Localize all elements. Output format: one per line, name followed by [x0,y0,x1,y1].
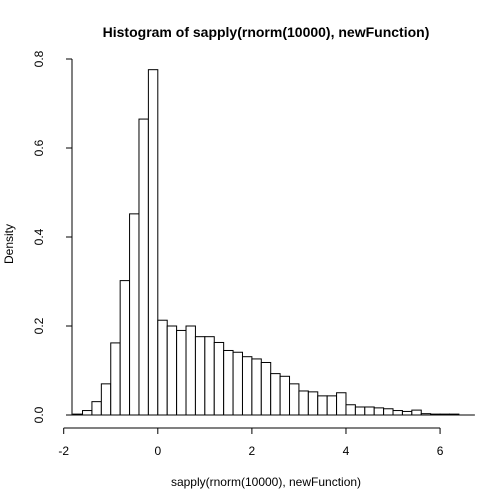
histogram-bar [91,401,102,416]
histogram-bar [176,329,187,416]
histogram-bar [213,341,225,416]
histogram-bar [232,351,243,416]
x-axis: -2 0 2 4 6 [58,427,444,458]
histogram-bar [223,349,234,416]
y-tick-label: 0.0 [32,406,46,423]
y-tick-label: 0.6 [32,139,46,156]
histogram-bar [411,409,422,416]
histogram-bar [336,392,347,416]
histogram-bar [185,325,196,416]
histogram-bar [157,319,168,416]
histogram-bar [119,280,131,416]
histogram-bar [129,213,140,416]
bars-group [69,69,475,416]
x-tick-label: 6 [437,444,444,458]
histogram-bar [100,383,112,416]
y-tick-label: 0.4 [32,228,46,245]
y-axis-label: Density [2,224,16,264]
histogram-bar [138,118,149,416]
histogram-bar [251,358,262,416]
histogram-bar [373,407,385,416]
histogram-bar [345,404,356,416]
histogram-bar [110,342,121,416]
histogram-bar [241,356,253,416]
histogram-bar [289,383,300,416]
x-axis-label: sapply(rnorm(10000), newFunction) [171,475,361,489]
y-tick-label: 0.2 [32,317,46,334]
histogram-bar [260,361,272,416]
histogram-bar [307,391,319,416]
histogram-bar [204,336,215,416]
histogram-bar [326,395,338,416]
histogram-bar [147,69,159,416]
histogram-bar [270,373,281,416]
histogram-bar [392,410,403,416]
histogram-bar [383,408,394,416]
histogram-bar [194,336,206,416]
x-tick-label: -2 [58,444,69,458]
chart-title: Histogram of sapply(rnorm(10000), newFun… [103,24,430,40]
histogram-bar [82,410,93,416]
x-tick-label: 0 [154,444,161,458]
x-tick-label: 4 [343,444,350,458]
x-tick-label: 2 [249,444,256,458]
y-tick-label: 0.8 [32,50,46,67]
histogram-bar [298,390,309,416]
histogram-bar [317,395,328,416]
y-axis: 0.0 0.2 0.4 0.6 0.8 [32,50,73,423]
histogram-bar [279,375,291,416]
histogram-bar [166,325,178,416]
histogram-bar [401,410,413,416]
histogram-bar [354,406,366,416]
histogram-bar [364,406,375,416]
